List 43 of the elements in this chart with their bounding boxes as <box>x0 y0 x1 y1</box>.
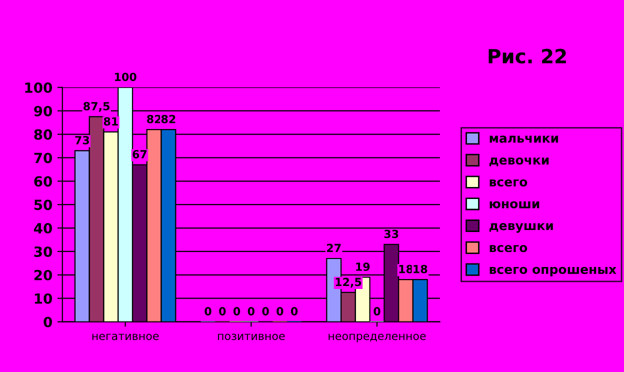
y-tick-label: 10 <box>34 293 52 304</box>
y-tick-label: 70 <box>34 152 52 164</box>
data-label: 19 <box>356 262 370 271</box>
data-label: 82 <box>161 114 176 124</box>
data-label: 27 <box>327 244 341 252</box>
data-label: 100 <box>114 72 136 82</box>
data-label: 0 <box>276 307 284 316</box>
y-tick-label: 20 <box>34 270 52 280</box>
y-tick-label: 100 <box>25 82 52 93</box>
y-tick-label: 40 <box>34 223 52 234</box>
data-label: 0 <box>219 307 226 316</box>
data-label: 0 <box>374 307 380 316</box>
legend-label: девочки <box>489 157 549 166</box>
data-label: 81 <box>104 117 118 126</box>
data-label: 0 <box>290 307 298 316</box>
data-label: 0 <box>248 307 254 316</box>
data-label: 87,5 <box>84 102 110 112</box>
data-label: 33 <box>384 230 398 238</box>
y-tick-label: 80 <box>34 129 52 140</box>
legend-label: всего <box>490 244 528 252</box>
y-tick-label: 90 <box>34 106 52 116</box>
legend-label: всего <box>490 179 528 187</box>
data-label: 73 <box>75 136 90 144</box>
data-label: 67 <box>132 150 147 158</box>
legend-label: девушки <box>489 223 553 233</box>
data-label: 12,5 <box>336 278 362 288</box>
legend-label: мальчики <box>490 136 558 143</box>
data-label: 18 <box>414 264 428 274</box>
text: Рис. 22 <box>488 48 566 64</box>
legend-label: юноши <box>490 201 540 208</box>
x-tick-label: неопределенное <box>328 334 426 342</box>
x-tick-label: позитивное <box>218 334 285 340</box>
data-label: 0 <box>233 307 240 316</box>
data-label: 18 <box>399 264 413 274</box>
legend-label: всего опрошеных <box>490 266 616 276</box>
x-tick-label: негативное <box>92 334 159 340</box>
data-label: 82 <box>147 114 161 124</box>
data-label: 0 <box>204 307 212 316</box>
y-tick-label: 0 <box>44 316 52 328</box>
data-label: 0 <box>262 307 269 316</box>
y-tick-label: 60 <box>34 176 52 187</box>
y-tick-label: 50 <box>34 200 52 210</box>
y-tick-label: 30 <box>34 246 52 257</box>
